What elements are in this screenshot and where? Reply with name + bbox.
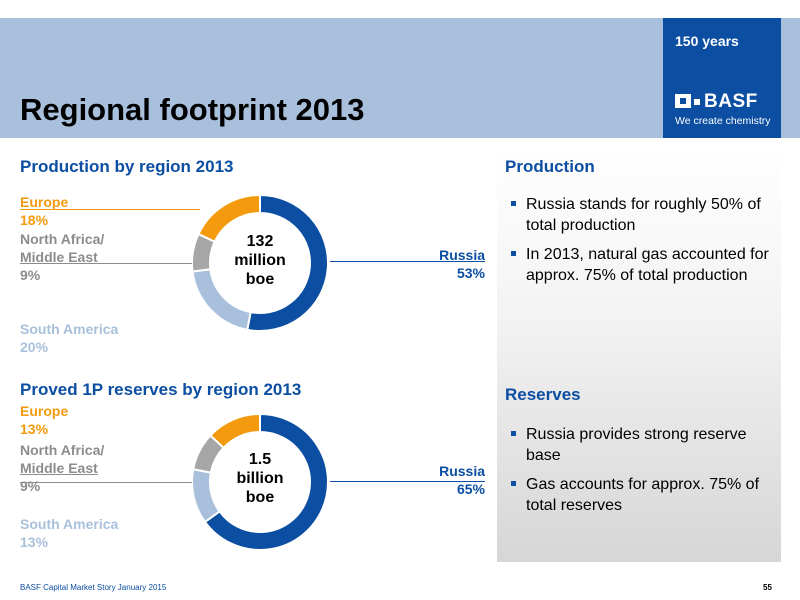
- russia-leader-line: [330, 481, 485, 482]
- page-title: Regional footprint 2013: [20, 92, 365, 127]
- russia-name: Russia: [439, 247, 485, 263]
- nafrica-leader-line: [20, 263, 192, 264]
- nafrica-label: North Africa/ Middle East 9%: [20, 441, 104, 495]
- logo-years: 150 years: [675, 33, 739, 49]
- basf-square-icon: [675, 94, 691, 108]
- right-panel: [497, 150, 781, 562]
- page-number: 55: [763, 583, 772, 592]
- europe-label: Europe 13%: [20, 402, 68, 438]
- logo-brand: BASF: [675, 91, 758, 113]
- nafrica-name: North Africa/: [20, 442, 105, 458]
- donut-slice-europe: [197, 193, 261, 244]
- donut-slice-russia: [203, 412, 329, 551]
- reserves-bullets: Russia provides strong reserve base Gas …: [510, 424, 780, 524]
- donut-slice-south-america: [191, 468, 221, 524]
- production-center-unit: million: [234, 252, 286, 269]
- south-america-label: South America 13%: [20, 515, 118, 551]
- reserves-center-value: 1.5: [248, 451, 272, 468]
- reserves-center-unit: billion: [236, 470, 284, 487]
- russia-value: 53%: [456, 265, 485, 281]
- production-chart-title: Production by region 2013: [20, 157, 234, 176]
- south-america-value: 13%: [20, 534, 49, 550]
- europe-value: 18%: [20, 212, 49, 228]
- production-center-value: 132: [246, 233, 274, 250]
- production-panel-title: Production: [505, 157, 595, 176]
- logo-tagline: We create chemistry: [675, 115, 771, 127]
- production-bullet: Russia stands for roughly 50% of total p…: [510, 194, 780, 236]
- russia-leader-line: [330, 261, 485, 262]
- reserves-panel-title: Reserves: [505, 385, 581, 404]
- europe-name: Europe: [20, 403, 69, 419]
- russia-label: Russia 53%: [405, 246, 485, 282]
- production-bullet: In 2013, natural gas accounted for appro…: [510, 244, 780, 286]
- europe-name: Europe: [20, 194, 69, 210]
- south-america-name: South America: [20, 516, 119, 532]
- footer-source: BASF Capital Market Story January 2015: [20, 583, 167, 592]
- russia-name: Russia: [439, 463, 485, 479]
- production-center-label: 132 million boe: [220, 232, 300, 289]
- reserves-center-unit: boe: [245, 489, 275, 506]
- production-bullets: Russia stands for roughly 50% of total p…: [510, 194, 780, 294]
- europe-label: Europe 18%: [20, 193, 68, 229]
- russia-label: Russia 65%: [405, 462, 485, 498]
- donut-slice-europe: [209, 412, 261, 450]
- south-america-label: South America 20%: [20, 320, 118, 356]
- reserves-center-label: 1.5 billion boe: [220, 450, 300, 507]
- logo-brand-text: BASF: [704, 91, 758, 112]
- europe-value: 13%: [20, 421, 49, 437]
- russia-value: 65%: [456, 481, 485, 497]
- nafrica-value: 9%: [20, 267, 41, 283]
- nafrica-name: Middle East: [20, 249, 98, 265]
- reserves-chart-title: Proved 1P reserves by region 2013: [20, 380, 302, 399]
- nafrica-name: North Africa/: [20, 231, 105, 247]
- south-america-name: South America: [20, 321, 119, 337]
- basf-dot-icon: [694, 99, 700, 105]
- reserves-donut-chart: [191, 412, 329, 551]
- nafrica-label: North Africa/ Middle East 9%: [20, 230, 104, 284]
- reserves-bullet: Russia provides strong reserve base: [510, 424, 780, 466]
- basf-logo: 150 years BASF We create chemistry: [663, 18, 781, 138]
- production-donut-chart: [191, 193, 329, 332]
- europe-leader-line: [20, 209, 200, 210]
- nafrica-value: 9%: [20, 478, 41, 494]
- reserves-bullet: Gas accounts for approx. 75% of total re…: [510, 474, 780, 516]
- south-america-value: 20%: [20, 339, 49, 355]
- nafrica-name: Middle East: [20, 460, 98, 476]
- nafrica-leader-line: [20, 482, 192, 483]
- production-center-unit: boe: [245, 271, 275, 288]
